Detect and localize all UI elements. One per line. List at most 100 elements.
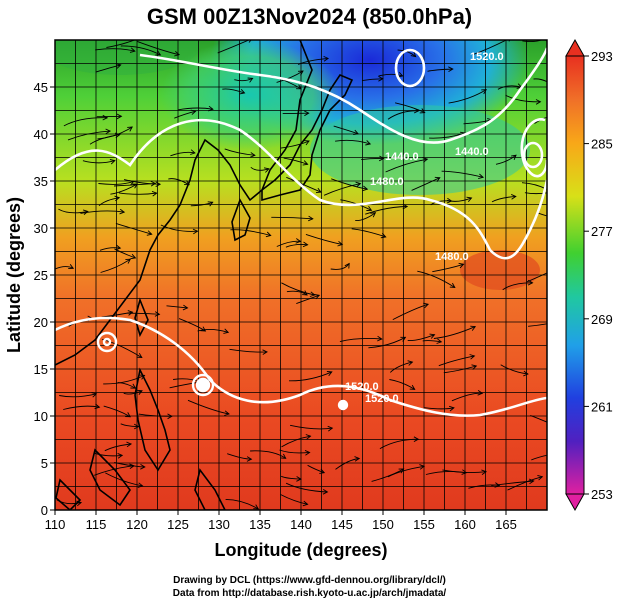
streamline-arrow <box>247 77 254 83</box>
streamline <box>280 494 308 505</box>
streamline-arrow <box>174 50 181 57</box>
streamline <box>286 290 308 296</box>
streamline-arrow <box>481 89 488 95</box>
streamline-arrow <box>550 190 555 195</box>
streamline <box>82 160 115 164</box>
streamline <box>389 379 415 390</box>
streamline-arrow <box>322 489 329 495</box>
credits-line-1: Drawing by DCL (https://www.gfd-dennou.o… <box>173 575 446 586</box>
streamline <box>500 364 528 375</box>
streamline-arrow <box>250 152 256 158</box>
streamline <box>392 303 429 321</box>
y-axis-title: Latitude (degrees) <box>4 197 24 353</box>
streamline <box>307 464 325 474</box>
streamline <box>187 399 230 415</box>
streamline-arrow <box>410 51 417 58</box>
streamline <box>361 158 384 161</box>
x-tick-label: 120 <box>126 517 148 532</box>
streamline <box>333 125 359 135</box>
streamline <box>280 140 310 149</box>
streamline <box>417 270 456 288</box>
x-tick-label: 125 <box>167 517 189 532</box>
streamline <box>174 110 196 119</box>
streamline-arrow <box>295 238 302 244</box>
streamline-arrow <box>200 326 207 332</box>
streamline <box>98 180 134 185</box>
streamline <box>103 374 145 385</box>
streamline <box>229 348 268 353</box>
streamline <box>425 471 467 475</box>
streamline <box>100 258 131 273</box>
streamline-arrow <box>94 403 101 410</box>
streamline <box>250 450 286 459</box>
streamline <box>448 89 487 104</box>
streamline <box>227 453 252 460</box>
contour-label-5: 1520.0 <box>345 381 379 393</box>
streamline-arrow <box>115 244 122 251</box>
contour-label-6: 1520.0 <box>470 51 504 63</box>
streamline-arrow <box>192 228 199 235</box>
streamline-arrow <box>136 352 143 358</box>
streamline-arrow <box>140 464 146 470</box>
streamline <box>528 323 547 327</box>
x-tick-label: 115 <box>86 517 107 532</box>
streamline-arrow <box>461 469 468 475</box>
streamline-arrow <box>265 231 272 238</box>
streamline-arrow <box>302 241 309 248</box>
streamline-arrow <box>224 410 230 416</box>
streamline-arrow <box>550 321 555 326</box>
streamline-arrow <box>308 215 314 222</box>
streamline-arrow <box>314 294 321 300</box>
streamline-arrow <box>448 405 455 412</box>
streamline <box>394 102 425 114</box>
streamline <box>59 393 97 398</box>
chart-title: GSM 00Z13Nov2024 (850.0hPa) <box>146 4 473 29</box>
streamline <box>429 132 466 139</box>
streamline <box>276 240 301 247</box>
streamline-arrow <box>154 311 161 317</box>
streamline <box>160 224 198 232</box>
x-tick-label: 145 <box>331 517 353 532</box>
streamline-arrow <box>478 173 485 180</box>
colorbar-tick-label: 293 <box>591 49 613 64</box>
streamline <box>407 334 435 341</box>
streamline-arrow <box>470 325 477 331</box>
x-axis: 110 115 120 125 130 135 140 145 150 155 160 165 <box>45 510 517 532</box>
streamline <box>424 407 454 410</box>
streamline-arrow <box>302 290 308 296</box>
streamline-arrow <box>68 264 75 270</box>
streamline <box>283 157 308 165</box>
contour-labels: 1440.0 1480.0 1440.0 1480.0 1520.0 1520.… <box>345 51 504 405</box>
y-tick-label: 40 <box>34 127 48 142</box>
streamline <box>279 449 310 454</box>
lat-lon-grid <box>55 40 547 510</box>
streamline-arrow <box>297 70 304 76</box>
streamline-arrow <box>377 335 383 342</box>
streamline-arrow <box>458 262 465 269</box>
streamline-arrow <box>127 310 134 316</box>
credits-line-2: Data from http://database.rish.kyoto-u.a… <box>172 588 447 599</box>
streamline <box>427 68 453 72</box>
streamline-arrow <box>481 469 488 475</box>
streamline-arrow <box>253 504 260 510</box>
streamline <box>371 468 404 482</box>
streamline <box>250 166 270 171</box>
colorbar-tick-label: 277 <box>591 224 613 239</box>
streamline <box>472 40 508 56</box>
streamline <box>166 305 188 309</box>
streamline <box>67 130 111 141</box>
coastlines <box>55 40 354 510</box>
streamline-arrow <box>551 190 556 195</box>
streamline <box>281 435 311 448</box>
streamline-arrow <box>263 167 270 173</box>
streamline <box>177 107 213 111</box>
streamline-arrow <box>130 383 137 389</box>
streamline-arrow <box>378 155 385 162</box>
streamline <box>422 340 442 343</box>
streamline <box>361 78 383 82</box>
streamline <box>170 151 195 157</box>
streamline <box>288 371 332 382</box>
streamline-arrow <box>366 205 373 211</box>
streamline <box>99 247 121 251</box>
